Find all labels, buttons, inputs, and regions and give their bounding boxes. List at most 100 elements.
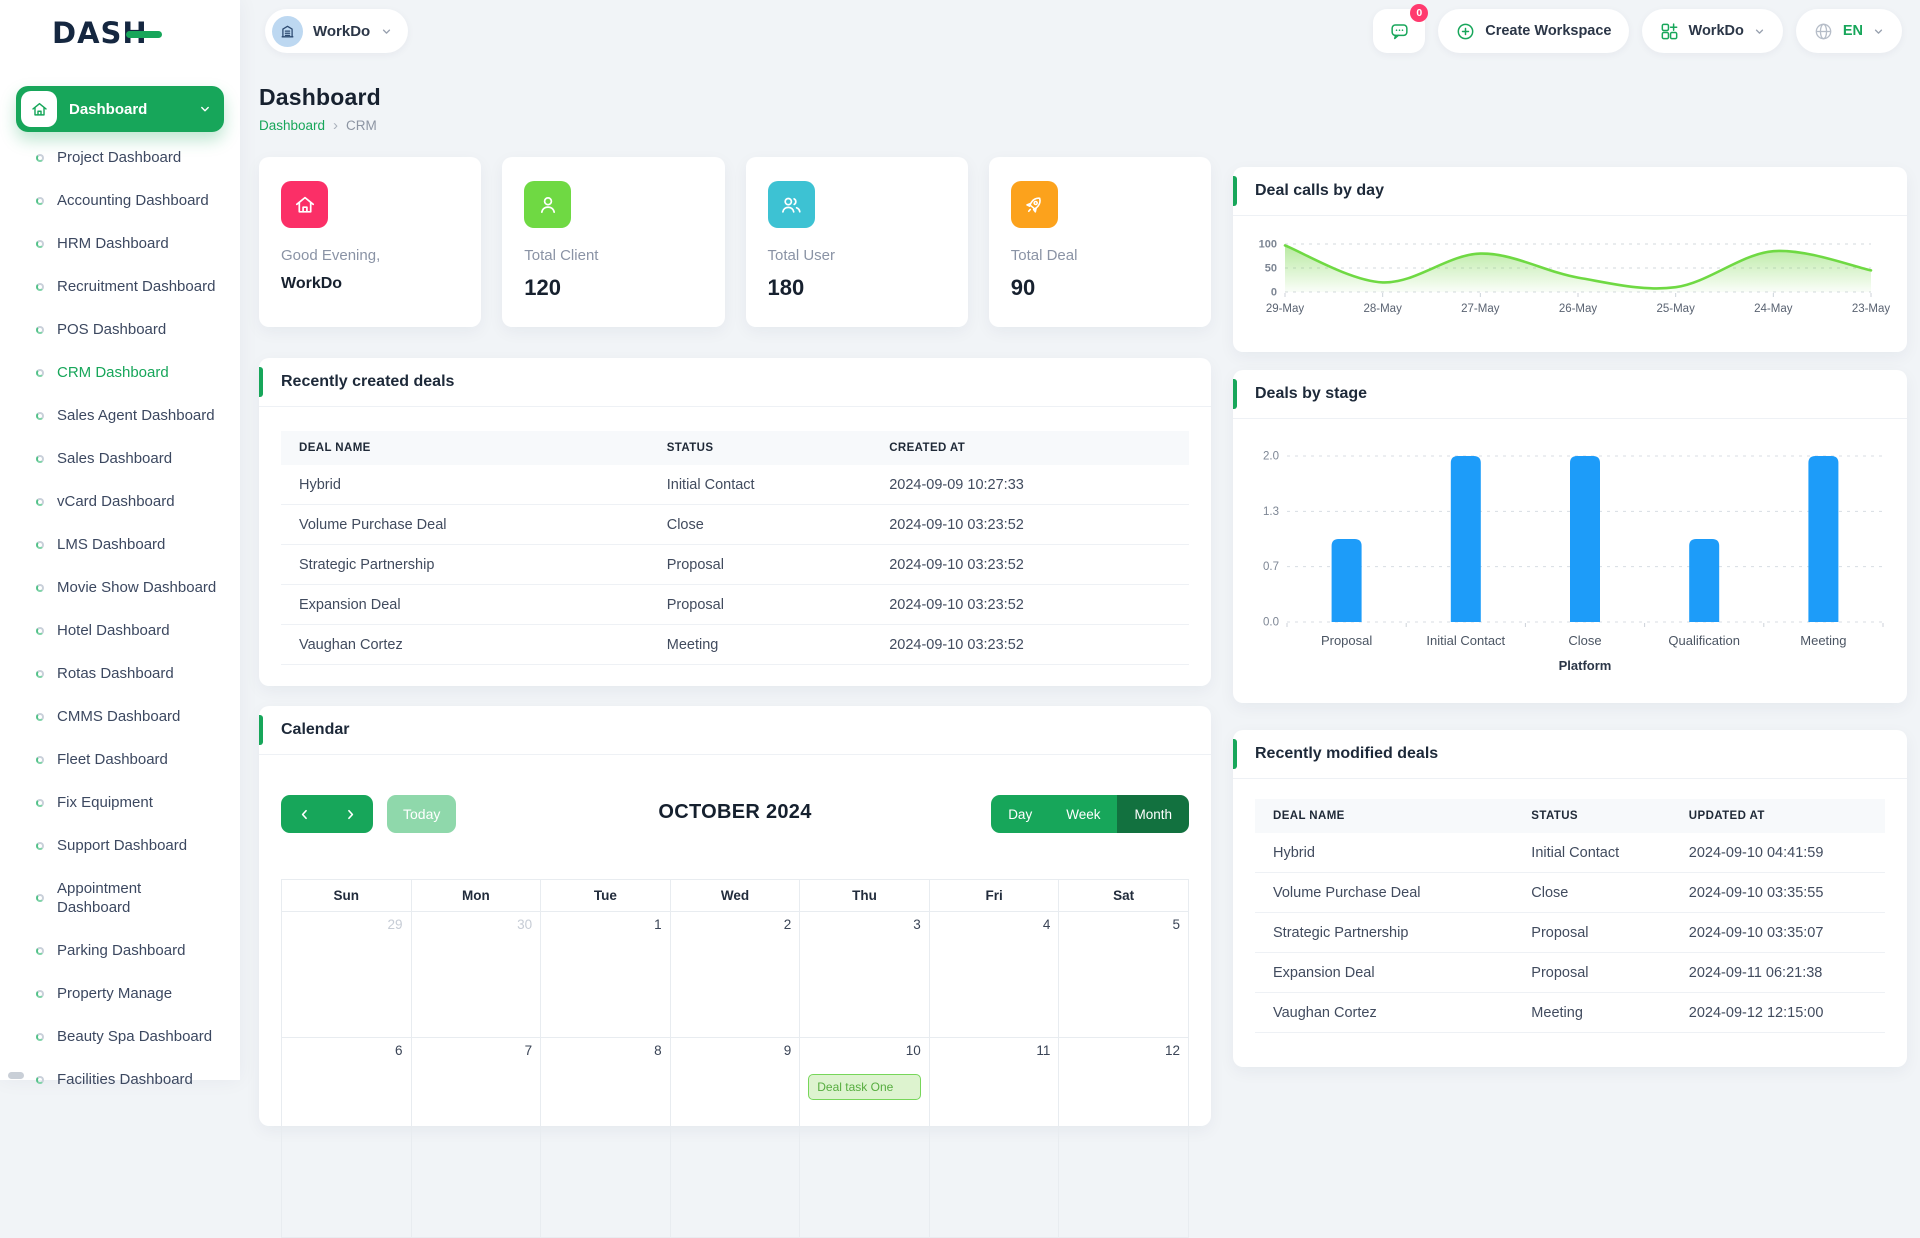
workspace-menu-button[interactable]: WorkDo bbox=[1641, 9, 1783, 53]
sidebar-item-label: POS Dashboard bbox=[57, 320, 167, 338]
sidebar-item-dashboard[interactable]: Dashboard bbox=[16, 86, 224, 132]
sidebar-item-cmms-dashboard[interactable]: CMMS Dashboard bbox=[0, 695, 240, 738]
plus-circle-icon bbox=[1457, 23, 1474, 39]
prev-month-button[interactable] bbox=[281, 795, 327, 833]
calendar-day-30[interactable]: 30 bbox=[410, 911, 542, 1038]
calendar-day-29[interactable]: 29 bbox=[281, 911, 412, 1038]
view-week-button[interactable]: Week bbox=[1049, 795, 1118, 833]
calendar-event[interactable]: Deal task One bbox=[808, 1074, 921, 1100]
calendar-day-6[interactable]: 6 bbox=[281, 1037, 412, 1238]
view-month-button[interactable]: Month bbox=[1117, 795, 1189, 833]
day-number: 6 bbox=[395, 1043, 403, 1058]
calendar-day-7[interactable]: 7 bbox=[410, 1037, 542, 1238]
create-workspace-label: Create Workspace bbox=[1485, 23, 1612, 39]
calendar-day-10[interactable]: 10 Deal task One bbox=[799, 1037, 930, 1238]
sidebar-item-accounting-dashboard[interactable]: Accounting Dashboard bbox=[0, 179, 240, 222]
table-row: Hybrid Initial Contact 2024-09-10 04:41:59 bbox=[1255, 833, 1885, 873]
svg-text:2.0: 2.0 bbox=[1263, 451, 1279, 463]
card-title: Recently created deals bbox=[259, 358, 1211, 407]
day-header-tue: Tue bbox=[540, 879, 671, 912]
calendar-day-3[interactable]: 3 bbox=[799, 911, 930, 1038]
sidebar-item-fix-equipment[interactable]: Fix Equipment bbox=[0, 781, 240, 824]
column-header-deal-name: DEAL NAME bbox=[1255, 799, 1514, 833]
sidebar-item-vcard-dashboard[interactable]: vCard Dashboard bbox=[0, 480, 240, 523]
table-cell: 2024-09-11 06:21:38 bbox=[1670, 952, 1885, 993]
brand-logo[interactable]: DASH bbox=[52, 16, 162, 50]
table-cell: Proposal bbox=[1513, 952, 1671, 993]
calendar-day-12[interactable]: 12 bbox=[1058, 1037, 1189, 1238]
users-icon bbox=[767, 181, 815, 228]
sidebar-item-hotel-dashboard[interactable]: Hotel Dashboard bbox=[0, 609, 240, 652]
sidebar-item-lms-dashboard[interactable]: LMS Dashboard bbox=[0, 523, 240, 566]
sidebar-item-parking-dashboard[interactable]: Parking Dashboard bbox=[0, 929, 240, 972]
sidebar-item-label: Appointment Dashboard bbox=[57, 879, 142, 917]
calendar-day-9[interactable]: 9 bbox=[669, 1037, 801, 1238]
svg-text:Meeting: Meeting bbox=[1800, 633, 1846, 648]
sidebar-item-crm-dashboard[interactable]: CRM Dashboard bbox=[0, 351, 240, 394]
sidebar-item-support-dashboard[interactable]: Support Dashboard bbox=[0, 824, 240, 867]
sidebar-item-rotas-dashboard[interactable]: Rotas Dashboard bbox=[0, 652, 240, 695]
calendar-day-4[interactable]: 4 bbox=[928, 911, 1060, 1038]
sidebar-item-appointment-dashboard[interactable]: Appointment Dashboard bbox=[0, 867, 240, 929]
messages-button[interactable]: 0 bbox=[1373, 4, 1429, 53]
globe-icon bbox=[1815, 23, 1832, 39]
day-header-wed: Wed bbox=[669, 879, 801, 912]
language-menu-button[interactable]: EN bbox=[1795, 9, 1902, 53]
scrollbar-thumb[interactable] bbox=[8, 1072, 24, 1079]
sidebar-item-hrm-dashboard[interactable]: HRM Dashboard bbox=[0, 222, 240, 265]
sidebar-item-beauty-spa-dashboard[interactable]: Beauty Spa Dashboard bbox=[0, 1015, 240, 1058]
calendar-day-11[interactable]: 11 bbox=[928, 1037, 1060, 1238]
calendar-day-2[interactable]: 2 bbox=[669, 911, 801, 1038]
sidebar-item-label: CMMS Dashboard bbox=[57, 707, 181, 725]
calendar-day-5[interactable]: 5 bbox=[1058, 911, 1189, 1038]
svg-text:0.0: 0.0 bbox=[1263, 617, 1279, 629]
sidebar-item-property-manage[interactable]: Property Manage bbox=[0, 972, 240, 1015]
svg-text:0: 0 bbox=[1271, 287, 1277, 299]
table-row: Volume Purchase Deal Close 2024-09-10 03:3… bbox=[1255, 872, 1885, 913]
sidebar-item-movie-show-dashboard[interactable]: Movie Show Dashboard bbox=[0, 566, 240, 609]
page-title: Dashboard bbox=[259, 84, 381, 110]
table-cell: Hybrid bbox=[281, 465, 649, 505]
next-month-button[interactable] bbox=[327, 795, 373, 833]
sidebar-item-label: Fleet Dashboard bbox=[57, 750, 168, 768]
deal-calls-area-chart: 0 50 100 29-May 28-May 27-May 26-May 25-May 24-M… bbox=[1243, 220, 1897, 328]
calendar-month-title: OCTOBER 2024 bbox=[658, 801, 812, 823]
stat-card-total-deal: Total Deal 90 bbox=[988, 157, 1211, 327]
calendar-nav bbox=[281, 795, 373, 833]
day-number: 1 bbox=[654, 917, 662, 932]
table-cell: Initial Contact bbox=[1513, 833, 1671, 873]
messages-badge: 0 bbox=[1410, 4, 1429, 22]
table-cell: 2024-09-12 12:15:00 bbox=[1670, 992, 1885, 1033]
table-cell: 2024-09-09 10:27:33 bbox=[871, 465, 1189, 505]
sidebar-item-fleet-dashboard[interactable]: Fleet Dashboard bbox=[0, 738, 240, 781]
sidebar-item-sales-agent-dashboard[interactable]: Sales Agent Dashboard bbox=[0, 394, 240, 437]
chevron-down-icon bbox=[380, 25, 393, 38]
chevron-left-icon bbox=[301, 809, 307, 819]
svg-text:24-May: 24-May bbox=[1754, 303, 1793, 315]
calendar-day-8[interactable]: 8 bbox=[540, 1037, 671, 1238]
workspace-switcher[interactable]: WorkDo bbox=[265, 9, 409, 53]
breadcrumb-dashboard[interactable]: Dashboard bbox=[259, 118, 326, 133]
sidebar-item-label: Parking Dashboard bbox=[57, 941, 186, 959]
sidebar-item-sales-dashboard[interactable]: Sales Dashboard bbox=[0, 437, 240, 480]
grid-plus-icon bbox=[1661, 22, 1677, 39]
bullet-icon bbox=[36, 894, 44, 902]
breadcrumb: Dashboard › CRM bbox=[259, 118, 381, 133]
sidebar-menu: Project Dashboard Accounting Dashboard HRM… bbox=[0, 136, 240, 1101]
workspace-switcher-label: WorkDo bbox=[313, 22, 371, 40]
sidebar-item-pos-dashboard[interactable]: POS Dashboard bbox=[0, 308, 240, 351]
sidebar-primary-label: Dashboard bbox=[69, 100, 148, 118]
create-workspace-button[interactable]: Create Workspace bbox=[1438, 9, 1629, 53]
sidebar-item-project-dashboard[interactable]: Project Dashboard bbox=[0, 136, 240, 179]
calendar-day-1[interactable]: 1 bbox=[540, 911, 671, 1038]
sidebar-item-label: Beauty Spa Dashboard bbox=[57, 1027, 213, 1045]
today-button[interactable]: Today bbox=[387, 795, 457, 833]
view-day-button[interactable]: Day bbox=[991, 795, 1050, 833]
workspace-menu-label: WorkDo bbox=[1688, 23, 1744, 39]
day-number: 11 bbox=[1036, 1043, 1051, 1058]
sidebar-item-recruitment-dashboard[interactable]: Recruitment Dashboard bbox=[0, 265, 240, 308]
bullet-icon bbox=[36, 282, 44, 291]
day-header-fri: Fri bbox=[928, 879, 1060, 912]
bullet-icon bbox=[36, 669, 44, 678]
sidebar-item-label: Movie Show Dashboard bbox=[57, 578, 217, 596]
